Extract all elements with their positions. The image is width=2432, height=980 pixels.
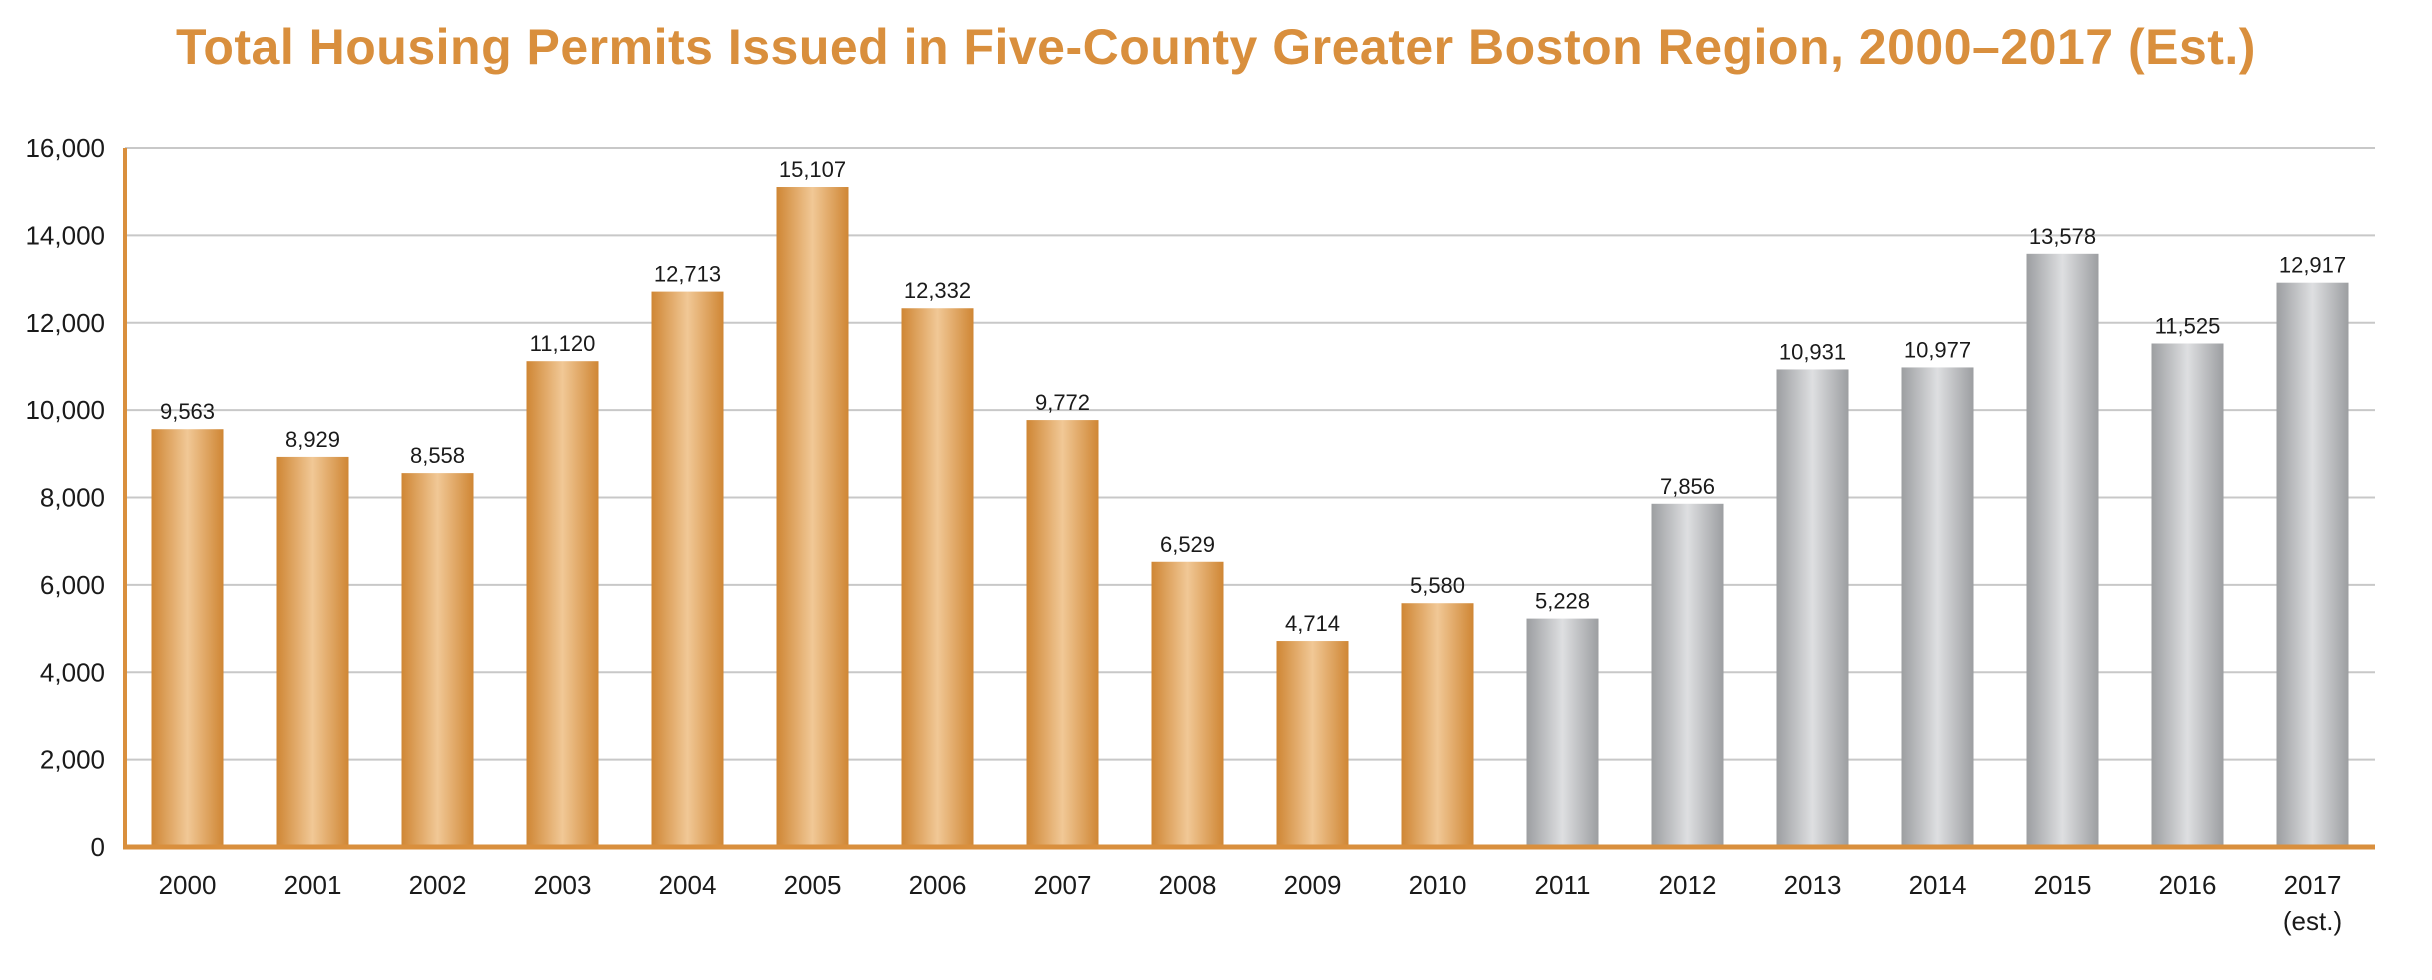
data-label: 7,856: [1660, 474, 1715, 499]
bar: [1276, 641, 1349, 847]
y-tick-label: 8,000: [40, 483, 105, 513]
data-label: 13,578: [2029, 224, 2096, 249]
chart-title: Total Housing Permits Issued in Five-Cou…: [176, 19, 2256, 75]
data-label: 4,714: [1285, 611, 1340, 636]
x-tick-label: 2002: [409, 870, 467, 900]
y-tick-label: 2,000: [40, 745, 105, 775]
y-tick-label: 0: [91, 832, 105, 862]
bar: [151, 429, 224, 847]
y-tick-label: 12,000: [25, 308, 105, 338]
bar: [2151, 343, 2224, 847]
y-tick-label: 14,000: [25, 220, 105, 250]
x-tick-label: 2003: [534, 870, 592, 900]
data-label: 12,713: [654, 262, 721, 287]
y-tick-label: 10,000: [25, 395, 105, 425]
x-tick-label: 2012: [1659, 870, 1717, 900]
bar: [1776, 369, 1849, 847]
x-tick-label: 2008: [1159, 870, 1217, 900]
bar: [1901, 367, 1974, 847]
x-tick-label: 2009: [1284, 870, 1342, 900]
bar: [776, 187, 849, 847]
x-tick-label: 2005: [784, 870, 842, 900]
bar: [1526, 618, 1599, 847]
y-tick-label: 6,000: [40, 570, 105, 600]
data-label: 9,563: [160, 399, 215, 424]
data-label: 15,107: [779, 157, 846, 182]
x-tick-label: 2001: [284, 870, 342, 900]
y-axis: 0 2,000 4,000 6,000 8,000 10,000 12,000 14,000 1…: [25, 133, 127, 862]
data-label: 8,929: [285, 427, 340, 452]
x-tick-label: 2015: [2034, 870, 2092, 900]
bar: [901, 308, 974, 848]
x-tick-label: 2017: [2284, 870, 2342, 900]
bar: [276, 456, 349, 847]
data-label: 9,772: [1035, 390, 1090, 415]
data-label: 11,120: [530, 331, 596, 356]
bar: [1026, 420, 1099, 847]
data-label: 6,529: [1160, 532, 1215, 557]
bar: [526, 361, 599, 847]
bar: [401, 473, 474, 847]
x-tick-label: 2004: [659, 870, 717, 900]
gridlines: [125, 147, 2375, 761]
x-tick-label: 2011: [1535, 870, 1591, 900]
x-tick-label: 2006: [909, 870, 967, 900]
x-tick-label: 2014: [1909, 870, 1967, 900]
bar: [1651, 503, 1724, 847]
data-label: 10,931: [1779, 339, 1846, 364]
data-label: 5,580: [1410, 573, 1465, 598]
bar: [1151, 561, 1224, 847]
bar: [2276, 282, 2349, 847]
data-label: 5,228: [1535, 589, 1590, 614]
y-tick-label: 4,000: [40, 657, 105, 687]
y-tick-label: 16,000: [25, 133, 105, 163]
data-label: 12,332: [904, 278, 971, 303]
x-tick-label: 2016: [2159, 870, 2217, 900]
x-axis: 2000 2001 2002 2003 2004 2005 2006 2007 2008 2009…: [123, 844, 2375, 936]
x-tick-label: 2013: [1784, 870, 1842, 900]
data-label: 11,525: [2155, 314, 2221, 339]
x-tick-label: 2007: [1034, 870, 1092, 900]
data-label: 8,558: [410, 443, 465, 468]
x-tick-label: 2000: [159, 870, 217, 900]
bar: [651, 291, 724, 847]
data-label: 12,917: [2279, 253, 2346, 278]
bar: [2026, 253, 2099, 847]
data-label: 10,977: [1904, 337, 1971, 362]
bar: [1401, 603, 1474, 847]
x-tick-sublabel: (est.): [2283, 906, 2342, 936]
x-tick-label: 2010: [1409, 870, 1467, 900]
bars: 9,563 8,929 8,558 11,120 12,713 15,107 12,332 9…: [151, 157, 2349, 848]
